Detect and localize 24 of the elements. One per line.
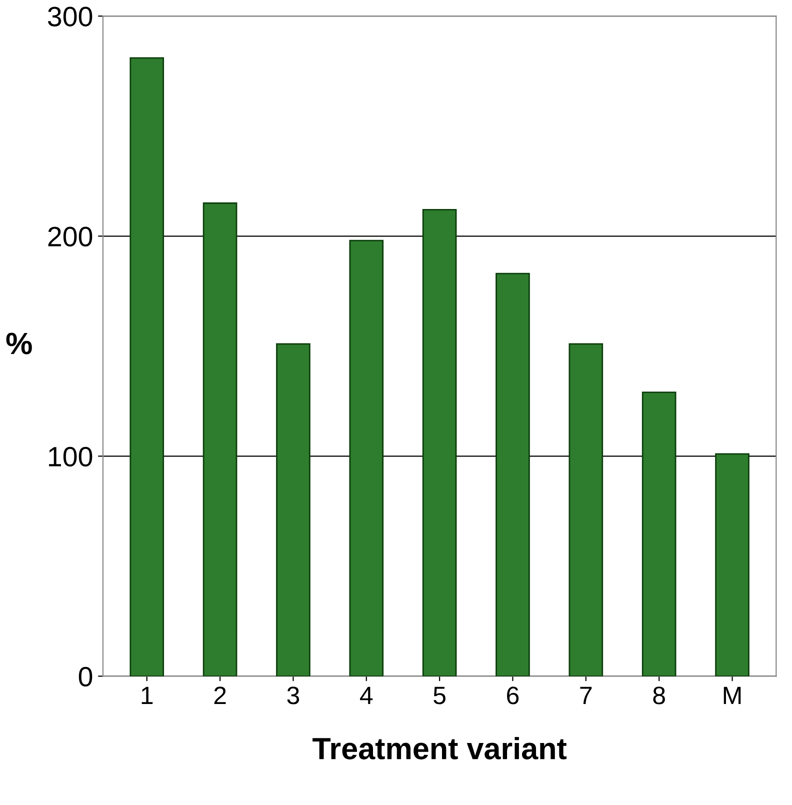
x-tick-label: 2 (214, 686, 226, 704)
x-tick-label: 7 (580, 686, 592, 704)
x-tick-label: 3 (287, 686, 300, 704)
bar (496, 272, 530, 676)
bar (349, 240, 384, 676)
x-tick-label: 6 (507, 686, 519, 704)
bar (202, 202, 238, 676)
x-tick-label: 5 (434, 686, 446, 704)
x-tick-label: 4 (360, 686, 373, 704)
x-tick-label: 8 (653, 686, 665, 704)
x-tick-label: 1 (142, 686, 153, 704)
bar (130, 57, 164, 676)
bar (422, 209, 457, 676)
bar (568, 343, 604, 676)
y-tick-label: 100 (49, 446, 92, 467)
y-tick-label: 300 (48, 6, 92, 26)
y-axis-title: % (6, 332, 32, 354)
x-axis-title: Treatment variant (312, 737, 567, 760)
bar (715, 453, 750, 676)
y-tick-label: 200 (48, 226, 92, 246)
bar (642, 392, 676, 676)
x-tick-label: M (724, 686, 741, 704)
bar (276, 343, 310, 676)
y-tick-label: 0 (78, 666, 92, 687)
